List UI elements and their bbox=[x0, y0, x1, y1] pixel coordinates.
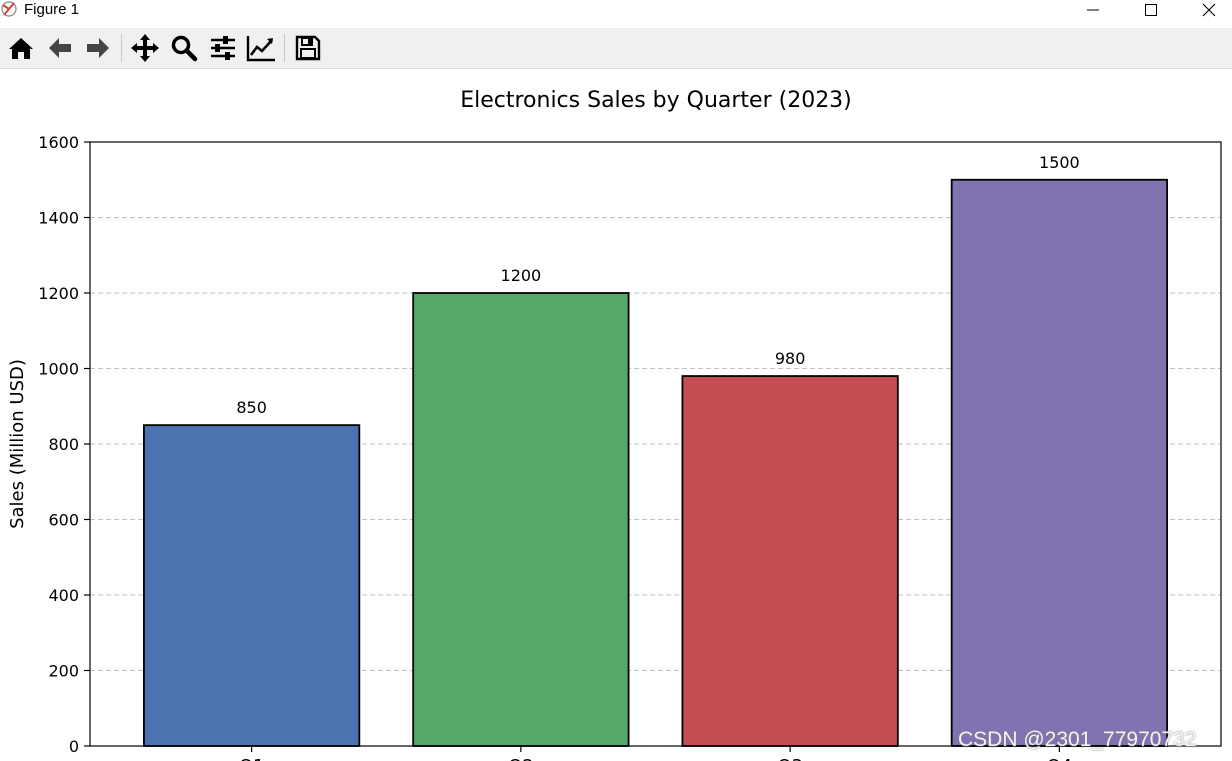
bar-value-label: 1500 bbox=[1039, 153, 1080, 172]
y-tick-label: 0 bbox=[69, 737, 79, 756]
bar-value-label: 980 bbox=[775, 349, 806, 368]
app-icon bbox=[1, 1, 17, 17]
pan-button[interactable] bbox=[129, 32, 161, 64]
move-icon bbox=[131, 34, 159, 62]
zoom-button[interactable] bbox=[168, 32, 200, 64]
back-button[interactable] bbox=[44, 32, 76, 64]
y-axis-label: Sales (Million USD) bbox=[7, 359, 28, 529]
y-tick-label: 1600 bbox=[38, 133, 79, 152]
x-tick-label: Q3 bbox=[777, 756, 803, 761]
save-icon bbox=[295, 35, 321, 61]
window-title: Figure 1 bbox=[24, 1, 80, 18]
edit-axis-button[interactable] bbox=[245, 32, 277, 64]
y-tick-label: 800 bbox=[48, 435, 79, 454]
y-tick-label: 400 bbox=[48, 586, 79, 605]
y-tick-label: 200 bbox=[48, 662, 79, 681]
y-tick-label: 1400 bbox=[38, 209, 79, 228]
x-tick-label: Q1 bbox=[239, 756, 265, 761]
forward-button[interactable] bbox=[82, 32, 114, 64]
zoom-icon bbox=[171, 35, 198, 62]
home-button[interactable] bbox=[5, 32, 37, 64]
x-tick-label: Q2 bbox=[508, 756, 534, 761]
y-tick-label: 600 bbox=[48, 511, 79, 530]
close-button[interactable] bbox=[1180, 0, 1232, 20]
toolbar-separator bbox=[284, 34, 285, 62]
bar-chart: Electronics Sales by Quarter (2023) Sale… bbox=[7, 88, 1222, 761]
minimize-button[interactable] bbox=[1064, 0, 1122, 20]
maximize-button[interactable] bbox=[1122, 0, 1180, 20]
save-button[interactable] bbox=[292, 32, 324, 64]
watermark: CSDN @2301_77970732 bbox=[958, 728, 1197, 751]
bar-q3 bbox=[681, 375, 899, 747]
toolbar-separator bbox=[121, 34, 122, 62]
plot-area-frame bbox=[89, 141, 1222, 747]
x-tick-label: Q4 bbox=[1047, 756, 1073, 761]
y-tick-label: 1200 bbox=[38, 284, 79, 303]
arrow-left-icon bbox=[49, 38, 71, 58]
bar-q2 bbox=[412, 292, 630, 747]
bar-q4 bbox=[950, 178, 1168, 747]
window-titlebar: Figure 1 bbox=[0, 0, 1232, 28]
bar-q1 bbox=[143, 424, 361, 747]
configure-subplots-button[interactable] bbox=[207, 32, 239, 64]
sliders-icon bbox=[211, 36, 235, 60]
arrow-right-icon bbox=[87, 38, 109, 58]
bar-value-label: 850 bbox=[236, 398, 267, 417]
home-icon bbox=[9, 38, 33, 59]
bar-value-label: 1200 bbox=[501, 266, 542, 285]
navigation-toolbar bbox=[0, 28, 1232, 69]
chart-title: Electronics Sales by Quarter (2023) bbox=[460, 88, 852, 113]
close-icon bbox=[1202, 3, 1216, 17]
y-tick-label: 1000 bbox=[38, 360, 79, 379]
minimize-icon bbox=[1087, 9, 1099, 11]
maximize-icon bbox=[1145, 4, 1157, 16]
chart-line-icon bbox=[246, 36, 275, 62]
